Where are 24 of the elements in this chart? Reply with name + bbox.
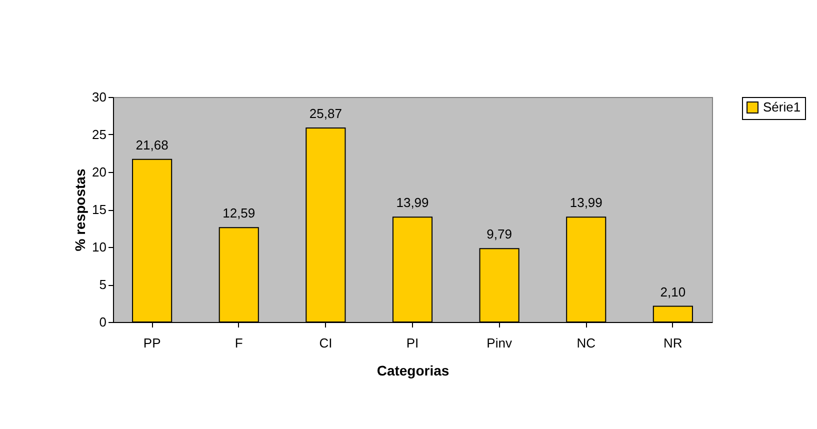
x-tick-label: NC bbox=[576, 336, 596, 350]
data-label: 13,99 bbox=[570, 195, 602, 210]
y-tick-label: 0 bbox=[99, 314, 106, 330]
data-label: 9,79 bbox=[486, 226, 512, 242]
y-tick-label: 5 bbox=[99, 277, 106, 292]
y-tick-label: 30 bbox=[92, 90, 106, 104]
x-axis-title: Categorias bbox=[376, 362, 450, 378]
x-tick-label: PP bbox=[143, 336, 161, 350]
x-tick-label: PI bbox=[406, 336, 419, 350]
data-label: 25,87 bbox=[309, 106, 342, 121]
y-tick-label: 20 bbox=[92, 164, 106, 180]
data-label: 13,99 bbox=[396, 195, 429, 210]
legend-label: Série1 bbox=[763, 100, 801, 114]
data-label: 21,68 bbox=[136, 137, 168, 152]
x-tick-label: NR bbox=[664, 336, 682, 350]
y-tick-label: 15 bbox=[92, 202, 106, 217]
y-axis-title: % respostas bbox=[72, 168, 88, 252]
data-label: 2,10 bbox=[660, 284, 686, 300]
x-tick-label: F bbox=[234, 336, 243, 350]
y-tick-label: 25 bbox=[92, 127, 106, 142]
data-label: 12,59 bbox=[222, 206, 256, 221]
x-tick-label: CI bbox=[319, 336, 332, 350]
y-tick-label: 10 bbox=[92, 240, 106, 254]
x-tick-label: Pinv bbox=[486, 336, 512, 350]
